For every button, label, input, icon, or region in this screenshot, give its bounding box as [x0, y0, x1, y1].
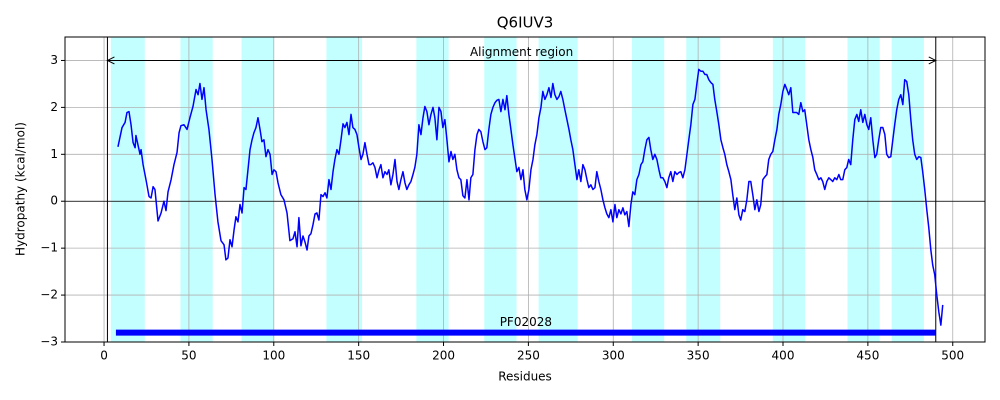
- y-tick-label: −1: [40, 241, 58, 255]
- y-tick-label: 0: [50, 194, 58, 208]
- hydropathy-line: [117, 68, 944, 326]
- arrow-label: Alignment region: [470, 45, 573, 59]
- plot-frame: [64, 36, 986, 343]
- x-tick-label: 0: [100, 349, 108, 363]
- region-band: [631, 37, 665, 342]
- region-band: [686, 37, 721, 342]
- x-tick-label: 350: [687, 349, 710, 363]
- region-band: [241, 37, 274, 342]
- region-band: [772, 37, 806, 342]
- x-tick-label: 200: [432, 349, 455, 363]
- x-tick-label: 250: [517, 349, 540, 363]
- region-band: [538, 37, 578, 342]
- x-tick-label: 400: [772, 349, 795, 363]
- y-axis-label: Hydropathy (kcal/mol): [14, 122, 28, 256]
- x-axis-label: Residues: [498, 370, 552, 384]
- region-band: [891, 37, 924, 342]
- x-tick-label: 450: [856, 349, 879, 363]
- region-band: [180, 37, 213, 342]
- y-tick-label: −2: [40, 288, 58, 302]
- region-band: [110, 37, 145, 342]
- y-tick-label: −3: [40, 335, 58, 349]
- region-band: [484, 37, 517, 342]
- x-tick-label: 100: [262, 349, 285, 363]
- chart-title: Q6IUV3: [497, 14, 554, 32]
- y-tick-label: 1: [50, 147, 58, 161]
- x-tick-label: 150: [347, 349, 370, 363]
- region-band: [326, 37, 363, 342]
- x-tick-label: 500: [941, 349, 964, 363]
- x-tick-label: 300: [602, 349, 625, 363]
- y-tick-label: 2: [50, 100, 58, 114]
- arrow-head: [106, 56, 937, 65]
- region-band: [847, 37, 880, 342]
- y-tick-label: 3: [50, 53, 58, 67]
- domain-label: PF02028: [500, 315, 552, 329]
- x-tick-label: 50: [181, 349, 196, 363]
